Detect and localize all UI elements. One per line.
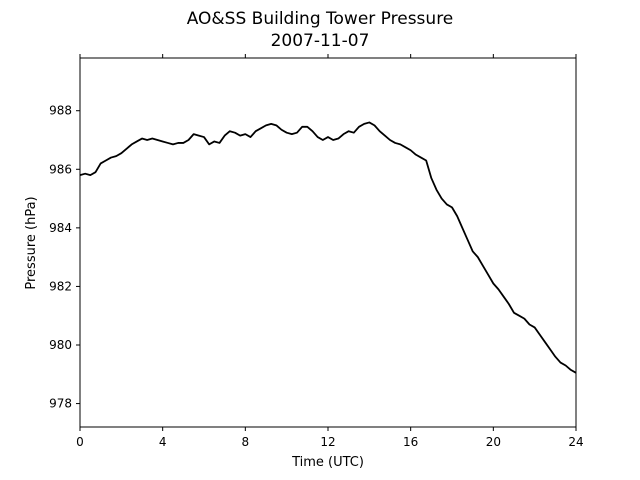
y-tick-label: 980 xyxy=(49,338,72,352)
y-tick-label: 986 xyxy=(49,162,72,176)
x-tick-label: 0 xyxy=(76,435,84,449)
chart-subtitle: 2007-11-07 xyxy=(271,31,370,51)
x-tick-label: 8 xyxy=(242,435,250,449)
chart-title: AO&SS Building Tower Pressure xyxy=(187,9,454,29)
x-axis-label: Time (UTC) xyxy=(291,455,364,470)
x-tick-label: 16 xyxy=(403,435,418,449)
x-tick-label: 20 xyxy=(486,435,501,449)
plot-frame xyxy=(79,57,577,428)
y-tick-label: 978 xyxy=(49,397,72,411)
y-axis-label: Pressure (hPa) xyxy=(24,196,39,289)
y-tick-label: 984 xyxy=(49,221,72,235)
pressure-line xyxy=(79,121,577,374)
plot-area xyxy=(79,57,577,428)
y-tick-label: 982 xyxy=(49,279,72,293)
y-tick-label: 988 xyxy=(49,104,72,118)
x-tick-label: 24 xyxy=(568,435,583,449)
x-tick-label: 4 xyxy=(159,435,167,449)
axis-ticks: 0 4 8 12 16 20 24 978 980 982 984 986 988 xyxy=(49,54,584,449)
x-tick-label: 12 xyxy=(320,435,335,449)
